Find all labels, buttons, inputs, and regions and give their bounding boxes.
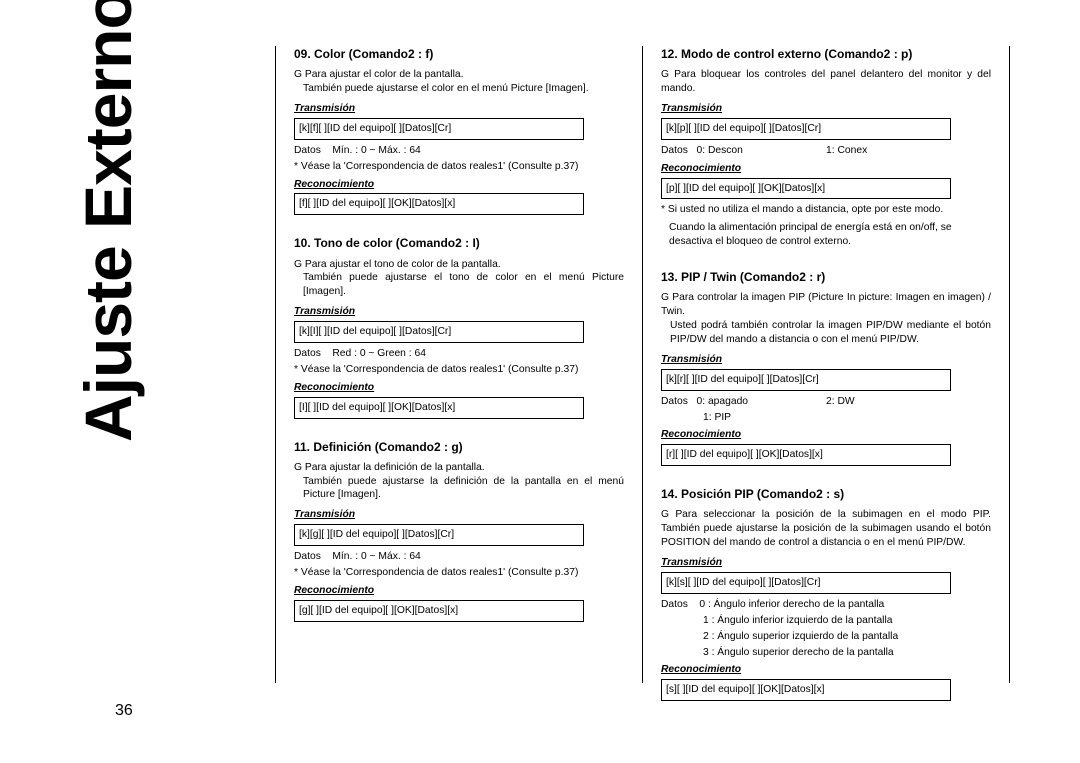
datos-value: 1 : Ángulo inferior izquierdo de la pant… — [661, 614, 991, 628]
desc-line: Para ajustar el color de la pantalla. — [305, 69, 464, 80]
section-desc: G Para ajustar el color de la pantalla. … — [294, 68, 624, 96]
section-desc: G Para ajustar la definición de la panta… — [294, 461, 624, 503]
transmission-label: Transmisión — [294, 305, 624, 319]
section-14: 14. Posición PIP (Comando2 : s) G Para s… — [661, 486, 991, 701]
section-title: 10. Tono de color (Comando2 : I) — [294, 235, 624, 251]
transmission-label: Transmisión — [294, 508, 624, 522]
tx-box: [k][p][ ][ID del equipo][ ][Datos][Cr] — [661, 118, 951, 140]
section-12: 12. Modo de control externo (Comando2 : … — [661, 46, 991, 249]
g-label: G — [294, 69, 302, 80]
desc-line: También puede ajustarse el color en el m… — [294, 82, 624, 96]
g-label: G — [294, 259, 302, 270]
bullet-note: Cuando la alimentación principal de ener… — [661, 221, 991, 249]
desc-line: Para seleccionar la posición de la subim… — [661, 509, 991, 548]
transmission-label: Transmisión — [661, 353, 991, 367]
section-desc: G Para bloquear los controles del panel … — [661, 68, 991, 96]
datos-value: 3 : Ángulo superior derecho de la pantal… — [661, 646, 991, 660]
ack-box: [I][ ][ID del equipo][ ][OK][Datos][x] — [294, 397, 584, 419]
datos-line: Datos Mín. : 0 ~ Máx. : 64 — [294, 144, 624, 158]
section-desc: G Para ajustar el tono de color de la pa… — [294, 258, 624, 300]
datos-value: Mín. : 0 ~ Máx. : 64 — [332, 551, 420, 562]
datos-value: Mín. : 0 ~ Máx. : 64 — [332, 145, 420, 156]
datos-label: Datos — [661, 396, 688, 407]
section-title: 11. Definición (Comando2 : g) — [294, 439, 624, 455]
vertical-title: Ajuste Externo — [70, 0, 146, 442]
page: Ajuste Externo 36 09. Color (Comando2 : … — [0, 0, 1080, 763]
section-title: 09. Color (Comando2 : f) — [294, 46, 624, 62]
ack-label: Reconocimiento — [294, 381, 624, 395]
datos-line: Datos 0: Descon 1: Conex — [661, 144, 991, 158]
ack-label: Reconocimiento — [661, 162, 991, 176]
datos-label: Datos — [294, 551, 321, 562]
section-title: 12. Modo de control externo (Comando2 : … — [661, 46, 991, 62]
g-label: G — [294, 462, 302, 473]
ack-box: [f][ ][ID del equipo][ ][OK][Datos][x] — [294, 193, 584, 215]
g-label: G — [661, 69, 669, 80]
desc-line: Usted podrá también controlar la imagen … — [661, 319, 991, 347]
section-10: 10. Tono de color (Comando2 : I) G Para … — [294, 235, 624, 418]
datos-value: Red : 0 ~ Green : 64 — [332, 348, 426, 359]
ack-box: [r][ ][ID del equipo][ ][OK][Datos][x] — [661, 444, 951, 466]
transmission-label: Transmisión — [661, 102, 991, 116]
left-column: 09. Color (Comando2 : f) G Para ajustar … — [276, 46, 643, 683]
datos-line: Datos 0: apagado 2: DW — [661, 395, 991, 409]
section-09: 09. Color (Comando2 : f) G Para ajustar … — [294, 46, 624, 215]
tx-box: [k][s][ ][ID del equipo][ ][Datos][Cr] — [661, 572, 951, 594]
desc-line: También puede ajustarse la definición de… — [294, 475, 624, 503]
datos-value: 2: DW — [826, 395, 991, 409]
page-number: 36 — [115, 702, 133, 720]
bullet-text: Si usted no utiliza el mando a distancia… — [668, 204, 943, 215]
datos-line: Datos Mín. : 0 ~ Máx. : 64 — [294, 550, 624, 564]
tx-box: [k][g][ ][ID del equipo][ ][Datos][Cr] — [294, 524, 584, 546]
desc-line: Para bloquear los controles del panel de… — [661, 69, 991, 94]
datos-line: Datos 0 : Ángulo inferior derecho de la … — [661, 598, 991, 612]
section-title: 14. Posición PIP (Comando2 : s) — [661, 486, 991, 502]
datos-label: Datos — [294, 145, 321, 156]
section-desc: G Para controlar la imagen PIP (Picture … — [661, 291, 991, 347]
transmission-label: Transmisión — [294, 102, 624, 116]
datos-value: 1: Conex — [826, 144, 991, 158]
ack-label: Reconocimiento — [294, 584, 624, 598]
ack-box: [g][ ][ID del equipo][ ][OK][Datos][x] — [294, 600, 584, 622]
note-line: * Véase la 'Correspondencia de datos rea… — [294, 566, 624, 580]
datos-line: Datos Red : 0 ~ Green : 64 — [294, 347, 624, 361]
content-area: 09. Color (Comando2 : f) G Para ajustar … — [275, 46, 1010, 683]
bullet-note: * Si usted no utiliza el mando a distanc… — [661, 203, 991, 217]
transmission-label: Transmisión — [661, 556, 991, 570]
desc-line: También puede ajustarse el tono de color… — [294, 271, 624, 299]
ack-label: Reconocimiento — [294, 178, 624, 192]
datos-value: 2 : Ángulo superior izquierdo de la pant… — [661, 630, 991, 644]
ack-label: Reconocimiento — [661, 428, 991, 442]
section-13: 13. PIP / Twin (Comando2 : r) G Para con… — [661, 269, 991, 466]
note-line: * Véase la 'Correspondencia de datos rea… — [294, 160, 624, 174]
datos-value: 0: Descon — [697, 145, 743, 156]
desc-line: Para controlar la imagen PIP (Picture In… — [661, 292, 991, 317]
ack-label: Reconocimiento — [661, 663, 991, 677]
ack-box: [p][ ][ID del equipo][ ][OK][Datos][x] — [661, 178, 951, 200]
datos-label: Datos — [661, 145, 688, 156]
right-column: 12. Modo de control externo (Comando2 : … — [643, 46, 1009, 683]
g-label: G — [661, 509, 669, 520]
datos-label: Datos — [294, 348, 321, 359]
tx-box: [k][r][ ][ID del equipo][ ][Datos][Cr] — [661, 369, 951, 391]
desc-line: Para ajustar la definición de la pantall… — [305, 462, 485, 473]
datos-value: 0: apagado — [697, 396, 749, 407]
section-title: 13. PIP / Twin (Comando2 : r) — [661, 269, 991, 285]
g-label: G — [661, 292, 669, 303]
tx-box: [k][I][ ][ID del equipo][ ][Datos][Cr] — [294, 321, 584, 343]
datos-line: 1: PIP — [661, 411, 991, 425]
section-desc: G Para seleccionar la posición de la sub… — [661, 508, 991, 550]
ack-box: [s][ ][ID del equipo][ ][OK][Datos][x] — [661, 679, 951, 701]
datos-label: Datos — [661, 599, 688, 610]
desc-line: Para ajustar el tono de color de la pant… — [305, 259, 501, 270]
section-11: 11. Definición (Comando2 : g) G Para aju… — [294, 439, 624, 622]
tx-box: [k][f][ ][ID del equipo][ ][Datos][Cr] — [294, 118, 584, 140]
datos-value: 0 : Ángulo inferior derecho de la pantal… — [699, 599, 884, 610]
note-line: * Véase la 'Correspondencia de datos rea… — [294, 363, 624, 377]
